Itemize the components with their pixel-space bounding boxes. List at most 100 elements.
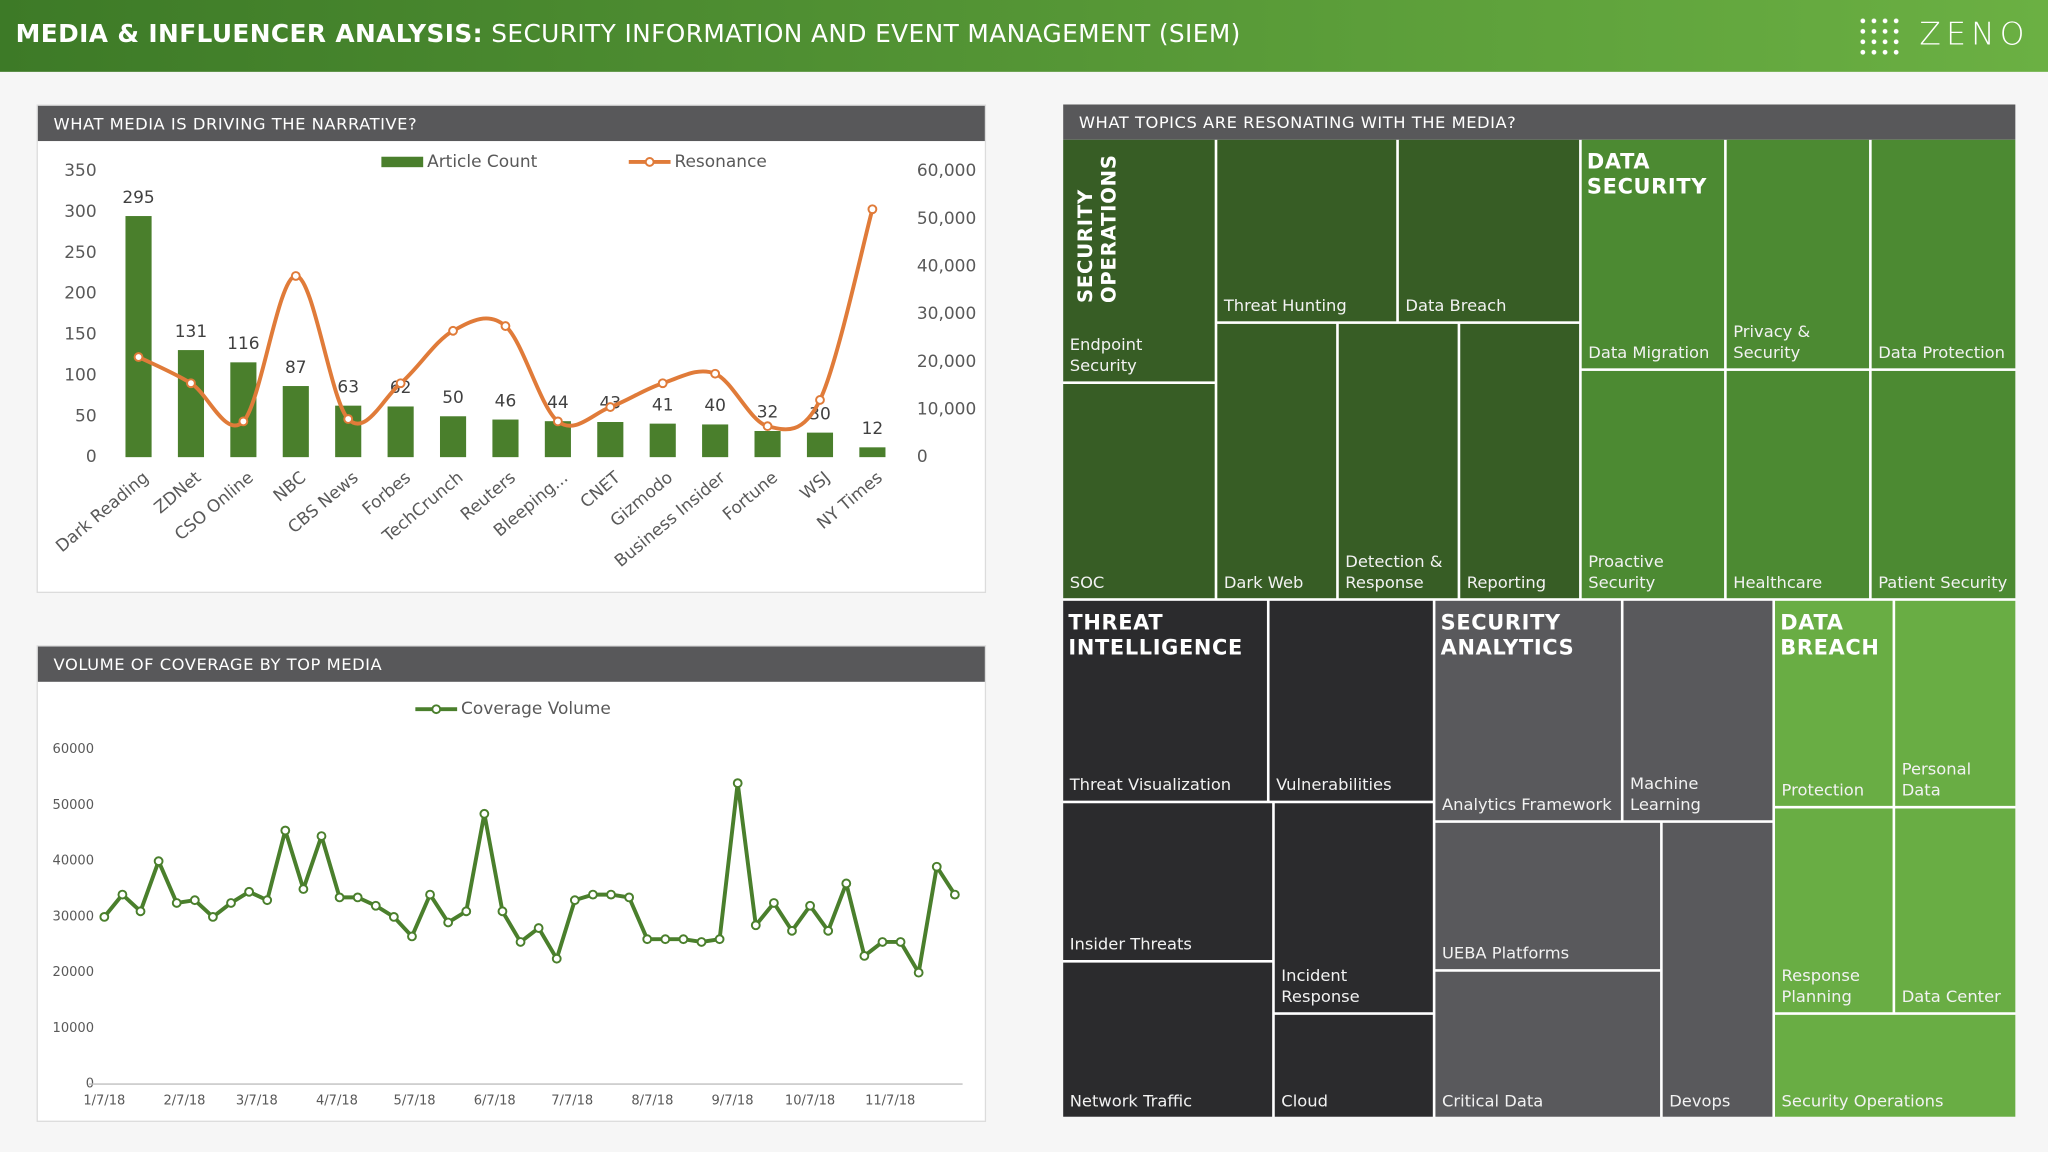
data-label: 50 [442,388,464,408]
data-label: 41 [652,395,674,415]
tile-label: Critical Data [1441,1090,1544,1111]
tile-label: Detection & Response [1345,551,1443,592]
line-marker [244,886,254,897]
y-tick-label: 10000 [53,1021,95,1036]
treemap-tile: Personal Data [1895,600,2016,806]
x-tick-label: 1/7/18 [83,1094,125,1109]
tile-label: Data Breach [1405,295,1507,315]
data-label: 131 [175,322,207,342]
y2-tick-label: 60,000 [917,161,976,181]
legend-marker [644,157,655,167]
y-tick-label: 200 [64,284,96,304]
tile-label: Patient Security [1878,572,2008,592]
line-marker [99,911,110,922]
y-tick-label: 100 [64,365,96,385]
line-marker [189,895,200,906]
y-tick-label: 0 [86,447,97,467]
line-marker [370,900,381,911]
data-label: 62 [390,378,412,398]
treemap-tile: Data Protection [1871,139,2016,369]
bar [649,423,676,458]
x-tick-label: Dark Reading [52,468,153,557]
line-marker [171,898,182,908]
line-marker [533,923,544,933]
panel-title: WHAT MEDIA IS DRIVING THE NARRATIVE? [37,105,985,142]
treemap-tile: Detection & Response [1338,323,1458,599]
x-tick-label: 2/7/18 [163,1094,205,1109]
panel: VOLUME OF COVERAGE BY TOP MEDIA [36,645,987,1122]
line-marker [877,937,888,947]
line-marker [768,898,779,908]
treemap-tile: Privacy & Security [1726,139,1870,369]
treemap-tile: UEBA Platforms [1435,822,1661,970]
line-marker [867,204,878,215]
y-tick-label: 150 [64,325,96,345]
header-title: MEDIA & INFLUENCER ANALYSIS: SECURITY IN… [16,20,1241,49]
bar [177,350,205,458]
treemap-tile: Data Center [1895,808,2016,1013]
line-marker [895,937,906,947]
line-marker [334,892,345,903]
group-label: DATA SECURITY [1586,148,1708,199]
x-tick-label: WSJ [796,468,834,504]
tile-label: Personal Data [1901,758,1972,800]
data-label: 40 [704,396,726,416]
line-marker [133,352,144,362]
panel: WHAT MEDIA IS DRIVING THE NARRATIVE? [36,104,987,593]
treemap-tile: Dark Web [1217,323,1337,599]
treemap-tile: Threat Visualization THREAT INTELLIGENCE [1063,600,1267,801]
treemap-tile: Protection DATA BREACH [1775,600,1893,806]
y-tick-label: 50 [75,406,97,426]
line-marker [841,878,852,889]
x-tick-label: 4/7/18 [316,1094,358,1109]
line-marker [153,856,164,867]
line-marker [762,421,773,432]
data-label: 87 [285,358,307,378]
line-marker [750,920,761,931]
header-title-rest: SECURITY INFORMATION AND EVENT MANAGEMEN… [491,19,1241,49]
x-tick-label: 11/7/18 [865,1094,915,1109]
line-marker [624,892,635,903]
bar [859,447,886,458]
x-tick-label: 10/7/18 [785,1094,835,1109]
group-label: SECURITY ANALYTICS [1440,609,1575,660]
y-tick-label: 50000 [53,798,95,813]
header-bar: MEDIA & INFLUENCER ANALYSIS: SECURITY IN… [0,0,2048,72]
legend-marker [431,704,442,715]
tile-label: Vulnerabilities [1276,774,1392,795]
treemap-tile: Healthcare [1726,370,1870,599]
line-marker [395,378,406,389]
data-label: 63 [337,377,359,397]
line-marker [135,906,146,917]
tile-label: Proactive Security [1588,551,1664,592]
treemap-tile: Cloud [1274,1014,1433,1117]
tile-label: Data Center [1901,986,2001,1006]
line-marker [642,934,653,945]
x-tick-label: 7/7/18 [551,1094,593,1109]
line-marker [569,895,580,906]
treemap-tile: Security Operations [1775,1014,2016,1117]
tile-label: Threat Visualization [1069,774,1232,795]
coverage-line [102,781,957,975]
tile-label: Data Protection [1878,342,2005,362]
panel-title: VOLUME OF COVERAGE BY TOP MEDIA [37,646,985,682]
line-marker [316,831,327,841]
tile-label: Healthcare [1733,572,1823,592]
line-marker [388,911,399,922]
y-tick-label: 250 [64,243,96,263]
treemap-tile: Critical Data [1435,971,1661,1117]
tile-label: Protection [1781,779,1865,800]
line-marker [931,861,942,872]
line-marker [290,271,301,281]
tile-label: Reporting [1466,572,1547,592]
line-marker [238,416,249,427]
data-label: 116 [227,334,259,354]
line-marker [343,414,354,424]
line-marker [186,378,196,389]
line-marker [117,889,128,900]
y-tick-label: 20000 [53,965,95,980]
bar [702,424,729,458]
bar [282,386,309,458]
